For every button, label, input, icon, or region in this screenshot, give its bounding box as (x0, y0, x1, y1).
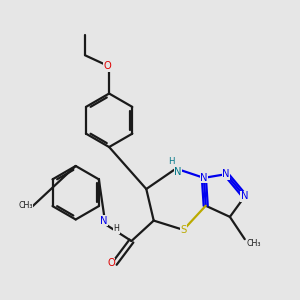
Text: N: N (241, 191, 248, 201)
Text: N: N (200, 173, 208, 183)
Text: N: N (100, 216, 107, 226)
Text: O: O (107, 258, 115, 268)
Text: N: N (222, 169, 230, 179)
Text: O: O (103, 61, 111, 71)
Text: CH₃: CH₃ (18, 201, 33, 210)
Text: H: H (114, 224, 119, 233)
Text: S: S (180, 225, 187, 235)
Text: N: N (174, 167, 182, 177)
Text: CH₃: CH₃ (247, 239, 261, 248)
Text: H: H (168, 158, 175, 166)
